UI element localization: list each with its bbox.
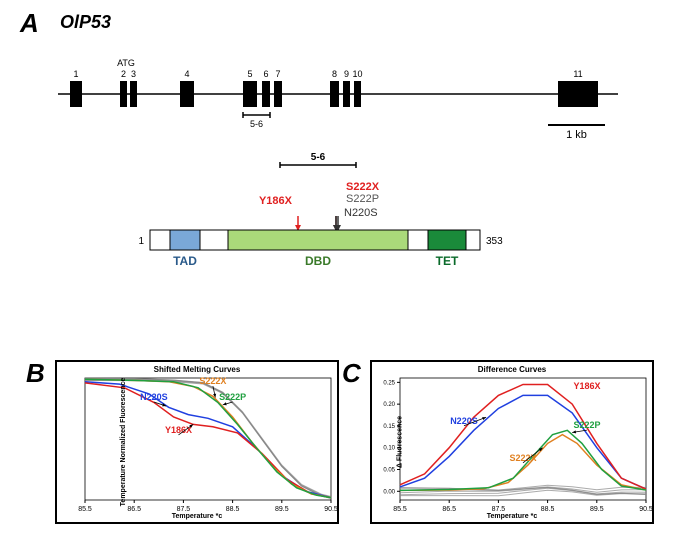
svg-text:0.20: 0.20	[383, 402, 395, 408]
svg-text:86.5: 86.5	[127, 506, 141, 513]
panel-c-chart: Difference Curves 85.586.587.588.589.590…	[370, 360, 654, 524]
panel-b-plot: 85.586.587.588.589.590.5N220SY186XS222XS…	[57, 362, 337, 522]
svg-text:1: 1	[138, 236, 144, 247]
svg-text:85.5: 85.5	[78, 506, 92, 513]
svg-text:S222P: S222P	[219, 392, 246, 402]
svg-text:S222X: S222X	[509, 453, 536, 463]
svg-text:89.5: 89.5	[590, 506, 604, 513]
svg-text:86.5: 86.5	[442, 506, 456, 513]
svg-text:0.05: 0.05	[383, 468, 395, 474]
svg-text:S222P: S222P	[346, 193, 379, 205]
svg-text:N220S: N220S	[450, 416, 478, 426]
svg-text:88.5: 88.5	[226, 506, 240, 513]
svg-text:DBD: DBD	[305, 254, 331, 268]
panel-c-ylabel: Δ Fluorescence	[397, 416, 404, 468]
panel-c-plot: 85.5 86.5 87.5 88.5 89.5 90.5 0.00 0.05 0.10 0.15…	[372, 362, 652, 522]
panel-b-letter: B	[26, 358, 45, 389]
svg-text:0.25: 0.25	[383, 380, 395, 386]
panel-b-xlabel: Temperature *c	[57, 513, 337, 520]
svg-text:5-6: 5-6	[311, 152, 326, 163]
svg-text:S222X: S222X	[199, 376, 226, 386]
svg-text:353: 353	[486, 236, 503, 247]
svg-text:89.5: 89.5	[275, 506, 289, 513]
svg-text:88.5: 88.5	[541, 506, 555, 513]
svg-text:N220S: N220S	[140, 392, 168, 402]
svg-text:0.00: 0.00	[383, 489, 395, 495]
svg-text:87.5: 87.5	[177, 506, 191, 513]
svg-text:87.5: 87.5	[492, 506, 506, 513]
svg-text:0.15: 0.15	[383, 424, 395, 430]
svg-text:TAD: TAD	[173, 254, 197, 268]
svg-text:90.5: 90.5	[639, 506, 652, 513]
svg-text:S222X: S222X	[346, 181, 380, 193]
svg-text:0.10: 0.10	[383, 446, 395, 452]
panel-b-ylabel: Temperature Normalized Fluorescence	[120, 378, 127, 507]
protein-domain-diagram: 5-6 Y186X S222XS222P N220S TAD DBD TET 1 353	[0, 0, 685, 300]
panel-b-chart: Shifted Melting Curves 85.586.587.588.58…	[55, 360, 339, 524]
svg-text:N220S: N220S	[344, 207, 378, 219]
panel-c-xlabel: Temperature *c	[372, 513, 652, 520]
svg-text:90.5: 90.5	[324, 506, 337, 513]
panel-c-letter: C	[342, 358, 361, 389]
svg-text:85.5: 85.5	[393, 506, 407, 513]
svg-text:Y186X: Y186X	[573, 381, 600, 391]
svg-text:Y186X: Y186X	[259, 195, 293, 207]
svg-text:TET: TET	[436, 254, 459, 268]
svg-text:S222P: S222P	[573, 420, 600, 430]
svg-text:Y186X: Y186X	[165, 425, 192, 435]
